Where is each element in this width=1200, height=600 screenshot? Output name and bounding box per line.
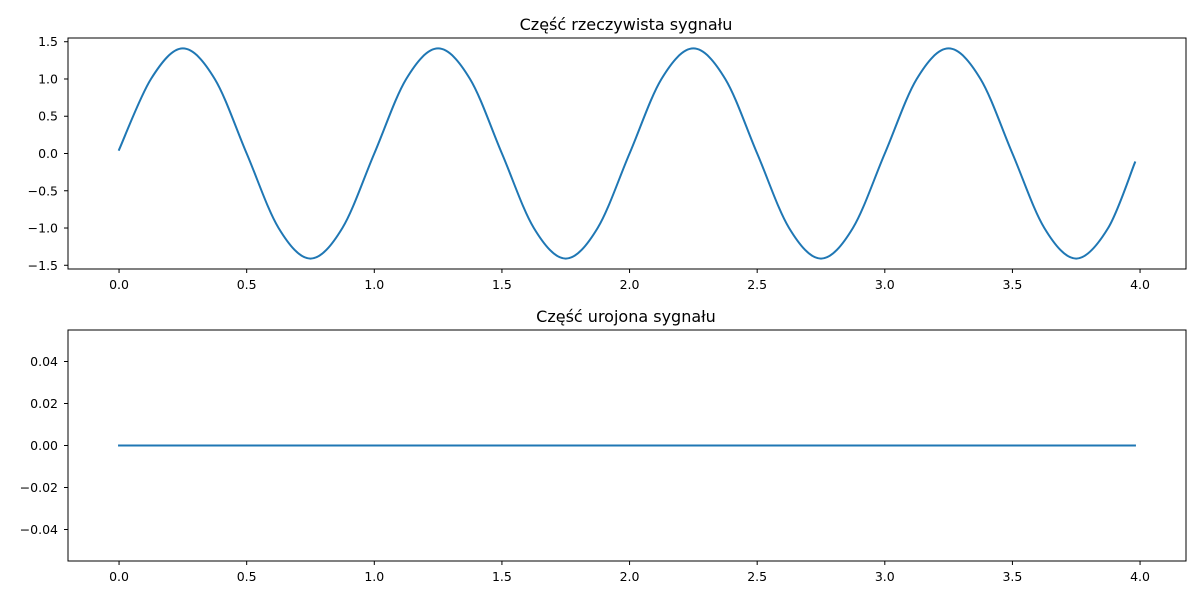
x-tick-label: 3.5 bbox=[1002, 277, 1022, 292]
y-axis: 1.5 1.0 0.5 0.0 −0.5 −1.0 −1.5 bbox=[28, 34, 68, 273]
series-layer bbox=[117, 47, 1137, 260]
y-tick-label: −1.0 bbox=[28, 221, 58, 236]
x-tick-label: 4.0 bbox=[1130, 277, 1150, 292]
x-tick-label: 1.5 bbox=[492, 277, 512, 292]
x-tick-label: 1.0 bbox=[364, 569, 384, 584]
y-tick-label: −0.5 bbox=[28, 183, 58, 198]
x-tick-label: 2.5 bbox=[747, 277, 767, 292]
y-tick-label: 0.0 bbox=[38, 146, 58, 161]
y-tick-label: 0.04 bbox=[30, 354, 58, 369]
x-tick-label: 0.5 bbox=[237, 277, 257, 292]
x-axis: 0.0 0.5 1.0 1.5 2.0 2.5 3.0 3.5 4.0 bbox=[109, 269, 1150, 292]
x-tick-label: 0.0 bbox=[109, 277, 129, 292]
series-line bbox=[117, 47, 1137, 260]
x-tick-label: 0.0 bbox=[109, 569, 129, 584]
x-tick-label: 1.0 bbox=[364, 277, 384, 292]
x-tick-label: 3.5 bbox=[1002, 569, 1022, 584]
plot-frame bbox=[67, 37, 1187, 270]
x-tick-label: 2.0 bbox=[620, 569, 640, 584]
x-tick-label: 2.0 bbox=[620, 277, 640, 292]
chart-title: Część urojona sygnału bbox=[536, 307, 716, 326]
y-tick-label: 1.5 bbox=[38, 34, 58, 49]
y-tick-label: −1.5 bbox=[28, 258, 58, 273]
x-tick-label: 1.5 bbox=[492, 569, 512, 584]
x-tick-label: 3.0 bbox=[875, 277, 895, 292]
y-tick-label: 0.02 bbox=[30, 396, 58, 411]
y-tick-label: 1.0 bbox=[38, 71, 58, 86]
imag-part-plot: Część urojona sygnału 0.0 0.5 1.0 1.5 2.0 2.5… bbox=[20, 307, 1187, 584]
y-tick-label: 0.00 bbox=[30, 438, 58, 453]
real-part-plot: Część rzeczywista sygnału 0.0 0.5 1.0 1.5 2.… bbox=[28, 15, 1187, 292]
y-tick-label: −0.04 bbox=[20, 522, 58, 537]
chart-title: Część rzeczywista sygnału bbox=[520, 15, 733, 34]
x-tick-label: 4.0 bbox=[1130, 569, 1150, 584]
x-tick-label: 3.0 bbox=[875, 569, 895, 584]
x-axis: 0.0 0.5 1.0 1.5 2.0 2.5 3.0 3.5 4.0 bbox=[109, 561, 1150, 584]
x-tick-label: 0.5 bbox=[237, 569, 257, 584]
y-axis: 0.04 0.02 0.00 −0.02 −0.04 bbox=[20, 354, 68, 537]
y-tick-label: −0.02 bbox=[20, 480, 58, 495]
y-tick-label: 0.5 bbox=[38, 109, 58, 124]
x-tick-label: 2.5 bbox=[747, 569, 767, 584]
